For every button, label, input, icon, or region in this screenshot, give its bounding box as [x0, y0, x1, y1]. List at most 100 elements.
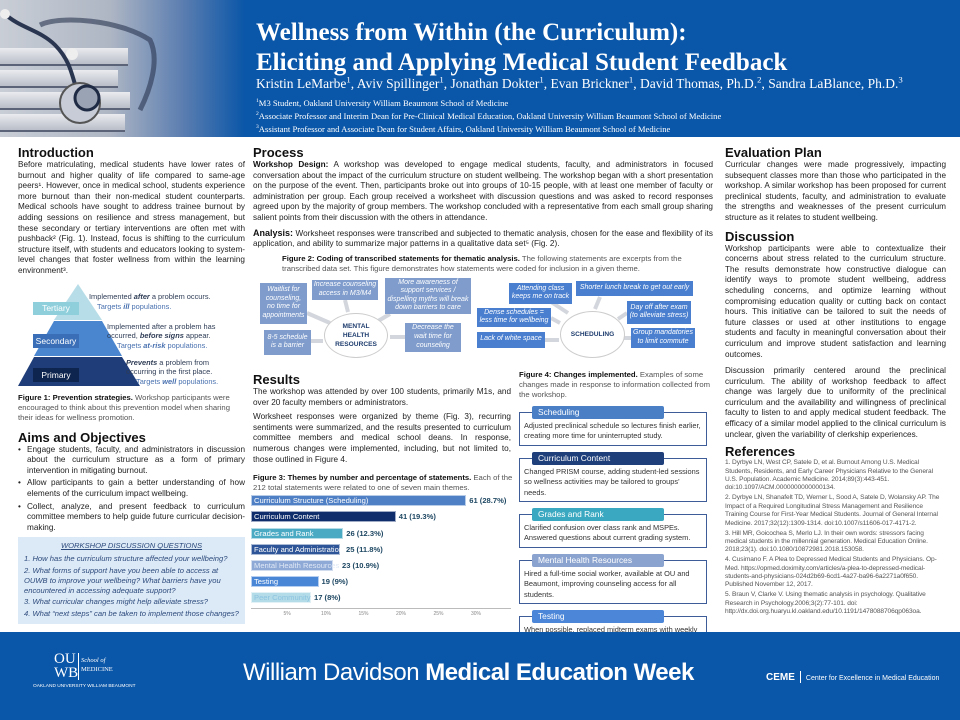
bar-value-label: 25 (11.8%): [346, 544, 383, 554]
change-theme-tab: Mental Health Resources: [532, 553, 664, 567]
bar-value-label: 23 (10.9%): [342, 560, 380, 570]
aim-item: Allow participants to gain a better unde…: [18, 478, 245, 499]
aim-item: Collect, analyze, and present feedback t…: [18, 502, 245, 534]
questions-title: WORKSHOP DISCUSSION QUESTIONS: [60, 541, 203, 551]
author: Jonathan Dokter1,: [450, 74, 551, 91]
statement-node: Lack of white space: [477, 331, 545, 348]
x-tick-label: 5%: [283, 611, 291, 618]
change-description: Clarified confusion over class rank and …: [524, 523, 691, 543]
statement-node: Waitlist for counseling, no time for app…: [260, 282, 307, 324]
right-column: Evaluation Plan Curricular changes were …: [725, 145, 946, 618]
statement-node: Dense schedules = less time for wellbein…: [477, 307, 551, 327]
change-description: Adjusted preclinical schedule so lecture…: [524, 421, 701, 441]
figure-1-caption: Figure 1: Prevention strategies. Worksho…: [18, 392, 230, 422]
ouwb-logo: OU WB School of MEDICINE OAKLAND UNIVERSIT…: [33, 651, 136, 690]
tertiary-label: Tertiary: [33, 301, 79, 315]
figure-3-caption: Figure 3: Themes by number and percentag…: [253, 473, 513, 493]
reference-item: 4. Cusimano F. A Plea to Depressed Medic…: [725, 556, 937, 589]
x-tick-label: 20%: [396, 611, 407, 618]
affiliation: 2Associate Professor and Interim Dean fo…: [256, 110, 722, 121]
statement-node: Shorter lunch break to get out early: [576, 280, 693, 296]
x-tick-label: 15%: [358, 611, 369, 618]
theme-mental-health: MENTAL HEALTH RESOURCES: [324, 312, 388, 358]
change-item: Scheduling Adjusted preclinical schedule …: [519, 406, 707, 446]
bar-value-label: 19 (9%): [321, 577, 349, 587]
author: David Thomas, Ph.D.2,: [640, 74, 769, 91]
primary-description: Prevents a problem from occurring in the…: [126, 357, 219, 386]
changes-list: Scheduling Adjusted preclinical schedule …: [519, 406, 711, 650]
ceme-logo: CEME Center for Excellence in Medical Edu…: [766, 671, 940, 683]
workshop-design-text: Workshop Design: A workshop was develope…: [253, 160, 713, 222]
results-section: Results The workshop was attended by ove…: [251, 372, 513, 619]
workshop-questions-box: WORKSHOP DISCUSSION QUESTIONS 1. How has…: [18, 537, 245, 625]
reference-item: 2. Dyrbye LN, Shanafelt TD, Werner L, So…: [725, 494, 940, 527]
question-item: 2. What forms of support have you been a…: [24, 565, 221, 595]
bar: [251, 559, 333, 571]
intro-heading: Introduction: [18, 145, 94, 160]
author: Sandra LaBlance, Ph.D.3: [768, 74, 903, 91]
tertiary-description: Implemented after a problem occurs. Targ…: [89, 291, 211, 311]
bar-value-label: 26 (12.3%): [346, 528, 384, 538]
bar: [251, 527, 344, 539]
bar: [251, 495, 467, 507]
reference-item: 5. Braun V, Clarke V. Using thematic ana…: [725, 591, 926, 616]
secondary-description: Implemented after a problem has occurred…: [107, 321, 216, 350]
evaluation-text: Curricular changes were made progressive…: [725, 160, 946, 222]
bar-category-label: Curriculum Structure (Scheduling): [254, 496, 369, 506]
figure-4-caption: Figure 4: Changes implemented. Examples …: [519, 370, 711, 399]
question-item: 1. How has the curriculum structure affe…: [24, 554, 228, 564]
primary-label: Primary: [33, 367, 79, 382]
bar-category-label: Faculty and Administration: [254, 544, 344, 554]
bar-value-label: 41 (19.3%): [398, 512, 436, 522]
bar-category-label: Curriculum Content: [254, 512, 320, 522]
change-theme-tab: Grades and Rank: [532, 508, 664, 522]
bar-category-label: Peer Community: [254, 593, 311, 603]
results-heading: Results: [253, 372, 300, 387]
stethoscope-icon: [0, 9, 157, 124]
left-column: Introduction Before matriculating, medic…: [18, 145, 245, 625]
change-item: Curriculum Content Changed PRISM course, …: [519, 451, 707, 503]
statement-node: Group mandatories to limit commute: [631, 327, 695, 348]
change-description: Changed PRISM course, adding student-led…: [524, 466, 700, 497]
statement-node: Decrease the wait time for counseling: [405, 322, 461, 352]
statement-node: Increase counseling access in M3/M4: [312, 279, 378, 300]
analysis-text: Analysis: Worksheet responses were trans…: [253, 227, 713, 249]
change-description: Hired a full-time social worker, availab…: [524, 568, 690, 599]
question-item: 3. What curricular changes might help al…: [24, 597, 209, 607]
poster-header: Wellness from Within (the Curriculum): E…: [0, 0, 960, 137]
discussion-p1: Workshop participants were able to conte…: [725, 243, 946, 359]
aims-list: Engage students, faculty, and administra…: [18, 445, 245, 534]
references-list: 1. Dyrbye LN, West CP, Satele D, et al. …: [725, 459, 946, 616]
process-section: Process Workshop Design: A workshop was …: [253, 145, 713, 361]
themes-bar-chart: Curriculum Structure (Scheduling) 61 (28.…: [251, 495, 511, 619]
x-tick-label: 30%: [471, 611, 482, 618]
aims-heading: Aims and Objectives: [18, 429, 146, 445]
author: Kristin LeMarbe1,: [256, 74, 357, 91]
evaluation-heading: Evaluation Plan: [725, 145, 822, 160]
poster-footer: OU WB School of MEDICINE OAKLAND UNIVERSIT…: [0, 632, 960, 720]
discussion-heading: Discussion: [725, 228, 795, 244]
bar-category-label: Testing: [254, 577, 279, 587]
bar: [251, 543, 340, 555]
figure-2-caption: Figure 2: Coding of transcribed statemen…: [282, 253, 682, 273]
bar: [251, 576, 319, 588]
change-theme-tab: Curriculum Content: [532, 451, 664, 465]
affiliation: 1M3 Student, Oakland University William …: [256, 97, 509, 108]
secondary-label: Secondary: [33, 333, 79, 348]
bar-value-label: 17 (8%): [314, 593, 341, 603]
thematic-coding-diagram: Waitlist for counseling, no time for app…: [253, 277, 713, 361]
title-line-2: Eliciting and Applying Medical Student F…: [256, 49, 788, 76]
affiliation-list: 1M3 Student, Oakland University William …: [256, 96, 721, 135]
question-item: 4. What “next steps” can be taken to imp…: [24, 608, 239, 618]
x-tick-label: 25%: [433, 611, 444, 618]
discussion-p2: Discussion primarily centered around the…: [725, 366, 946, 439]
change-theme-tab: Scheduling: [532, 406, 664, 419]
statement-node: Day off after exam (to alleviate stress): [627, 300, 691, 324]
statement-node: 8-5 schedule is a barrier: [264, 329, 311, 355]
author: Evan Brickner1,: [550, 74, 641, 91]
changes-section: Figure 4: Changes implemented. Examples …: [519, 370, 711, 650]
reference-item: 3. Hill MR, Goicochea S, Merlo LJ. In th…: [725, 529, 928, 554]
prevention-pyramid: Tertiary Secondary Primary Implemented a…: [14, 280, 246, 390]
bar: [251, 511, 396, 523]
reference-item: 1. Dyrbye LN, West CP, Satele D, et al. …: [725, 459, 933, 492]
